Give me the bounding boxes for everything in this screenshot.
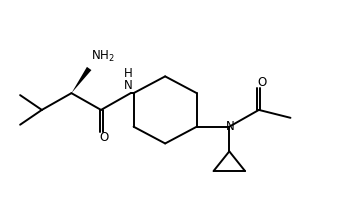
Text: NH$_2$: NH$_2$: [91, 49, 115, 64]
Text: H
N: H N: [124, 67, 133, 92]
Text: N: N: [226, 120, 235, 133]
Polygon shape: [72, 67, 91, 93]
Text: O: O: [257, 76, 267, 89]
Text: O: O: [99, 131, 109, 144]
